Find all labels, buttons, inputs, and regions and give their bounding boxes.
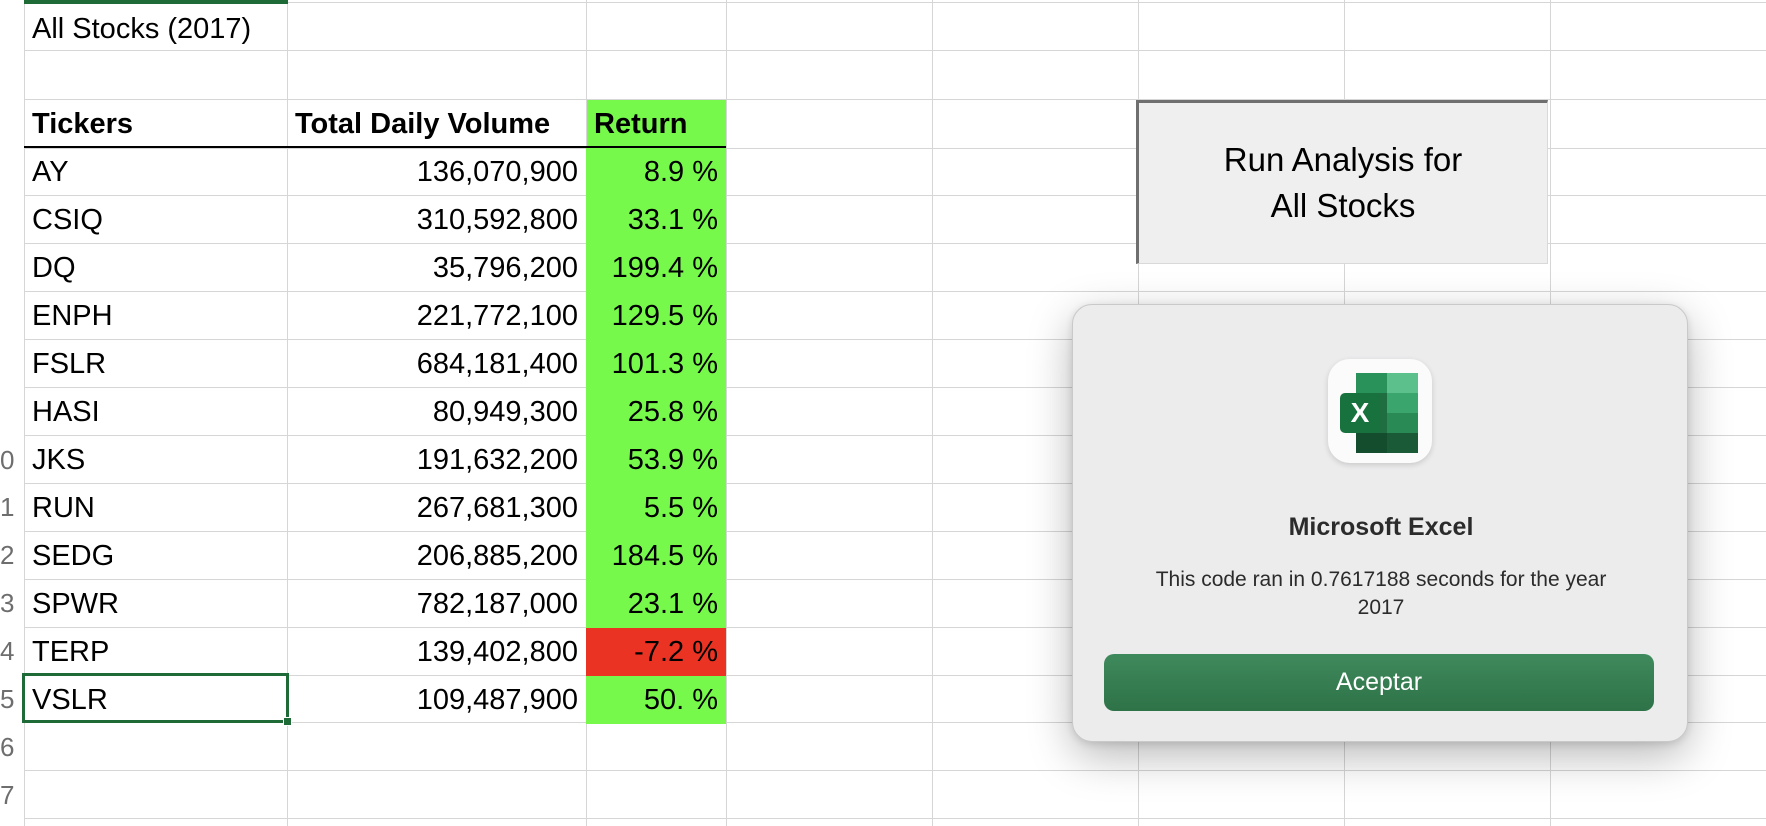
run-button-line1: Run Analysis for — [1223, 141, 1463, 178]
run-button-line2: All Stocks — [1270, 187, 1416, 224]
row-number[interactable]: 7 — [0, 779, 15, 810]
ticker-cell[interactable]: AY — [32, 155, 69, 188]
row-number[interactable]: 0 — [0, 444, 15, 475]
return-cell-positive[interactable]: 53.9 % — [586, 436, 726, 484]
return-cell-positive[interactable]: 50. % — [586, 676, 726, 724]
return-cell-negative[interactable]: -7.2 % — [586, 628, 726, 676]
row-number[interactable]: 5 — [0, 683, 15, 714]
ticker-cell[interactable]: SEDG — [32, 539, 115, 572]
grid-column-line — [24, 0, 25, 826]
ticker-cell[interactable]: CSIQ — [32, 203, 103, 236]
ticker-cell[interactable]: RUN — [32, 491, 95, 524]
grid-row-line — [24, 627, 1766, 628]
grid-row-line — [24, 99, 1766, 100]
return-cell-positive[interactable]: 25.8 % — [586, 388, 726, 436]
grid-row-line — [24, 195, 1766, 196]
volume-cell[interactable]: 109,487,900 — [416, 683, 578, 716]
volume-cell[interactable]: 80,949,300 — [432, 395, 578, 428]
grid-row-line — [24, 579, 1766, 580]
dialog-message: This code ran in 0.7617188 seconds for t… — [1155, 568, 1607, 619]
grid-column-line — [726, 0, 727, 826]
grid-row-line — [24, 291, 1766, 292]
grid-column-line — [932, 0, 933, 826]
volume-cell[interactable]: 684,181,400 — [416, 347, 578, 380]
row-number[interactable]: 6 — [0, 731, 15, 762]
grid-row-line — [24, 243, 1766, 244]
return-cell-positive[interactable]: 33.1 % — [586, 196, 726, 244]
grid-row-line — [24, 722, 1766, 723]
excel-alert-dialog: X Microsoft Excel This code ran in 0.761… — [1072, 304, 1688, 742]
app-icon-tile: X — [1328, 359, 1432, 463]
ticker-cell[interactable]: SPWR — [32, 587, 119, 620]
ticker-cell[interactable]: TERP — [32, 635, 110, 668]
volume-cell[interactable]: 310,592,800 — [416, 203, 578, 236]
grid-row-line — [24, 339, 1766, 340]
volume-cell[interactable]: 35,796,200 — [432, 251, 578, 284]
fill-handle[interactable] — [283, 717, 292, 726]
grid-row-line — [24, 531, 1766, 532]
grid-row-line — [24, 2, 1766, 3]
volume-cell[interactable]: 267,681,300 — [416, 491, 578, 524]
header-border — [24, 146, 726, 148]
row-number[interactable]: 4 — [0, 635, 15, 666]
grid-row-line — [24, 675, 1766, 676]
run-analysis-button[interactable]: Run Analysis for All Stocks — [1136, 100, 1548, 264]
return-cell-positive[interactable]: 129.5 % — [586, 292, 726, 340]
row-number[interactable]: 1 — [0, 491, 15, 522]
row-number[interactable]: 3 — [0, 587, 15, 618]
return-cell-positive[interactable]: 199.4 % — [586, 244, 726, 292]
grid-row-line — [24, 435, 1766, 436]
header-return[interactable]: Return — [594, 107, 688, 140]
ticker-cell[interactable]: ENPH — [32, 299, 113, 332]
return-cell-positive[interactable]: 184.5 % — [586, 532, 726, 580]
grid-row-line — [24, 387, 1766, 388]
volume-cell[interactable]: 782,187,000 — [416, 587, 578, 620]
selected-cell-outline — [22, 673, 289, 723]
grid-row-line — [24, 818, 1766, 819]
header-total-daily-volume[interactable]: Total Daily Volume — [295, 107, 551, 140]
excel-icon-letter: X — [1351, 397, 1370, 428]
volume-cell[interactable]: 136,070,900 — [416, 155, 578, 188]
microsoft-excel-icon: X — [1340, 373, 1418, 453]
sheet-title-cell[interactable]: All Stocks (2017) — [32, 12, 252, 45]
ticker-cell[interactable]: DQ — [32, 251, 76, 284]
return-cell-positive[interactable]: 23.1 % — [586, 580, 726, 628]
return-cell-positive[interactable]: 8.9 % — [586, 148, 726, 196]
ticker-cell[interactable]: FSLR — [32, 347, 107, 380]
return-cell-positive[interactable]: 5.5 % — [586, 484, 726, 532]
return-cell-positive[interactable]: 101.3 % — [586, 340, 726, 388]
volume-cell[interactable]: 139,402,800 — [416, 635, 578, 668]
grid-row-line — [24, 483, 1766, 484]
ticker-cell[interactable]: JKS — [32, 443, 86, 476]
header-tickers[interactable]: Tickers — [32, 107, 134, 140]
grid-row-line — [24, 770, 1766, 771]
grid-column-line — [287, 0, 288, 826]
volume-cell[interactable]: 221,772,100 — [416, 299, 578, 332]
ticker-cell[interactable]: VSLR — [32, 683, 108, 716]
dialog-title: Microsoft Excel — [1288, 513, 1474, 541]
grid-row-line — [24, 50, 1766, 51]
ticker-cell[interactable]: HASI — [32, 395, 100, 428]
active-column-marker — [24, 0, 288, 4]
volume-cell[interactable]: 191,632,200 — [416, 443, 578, 476]
row-number[interactable]: 2 — [0, 539, 15, 570]
volume-cell[interactable]: 206,885,200 — [416, 539, 578, 572]
accept-button[interactable]: Aceptar — [1104, 654, 1654, 711]
grid-row-line — [24, 148, 1766, 149]
